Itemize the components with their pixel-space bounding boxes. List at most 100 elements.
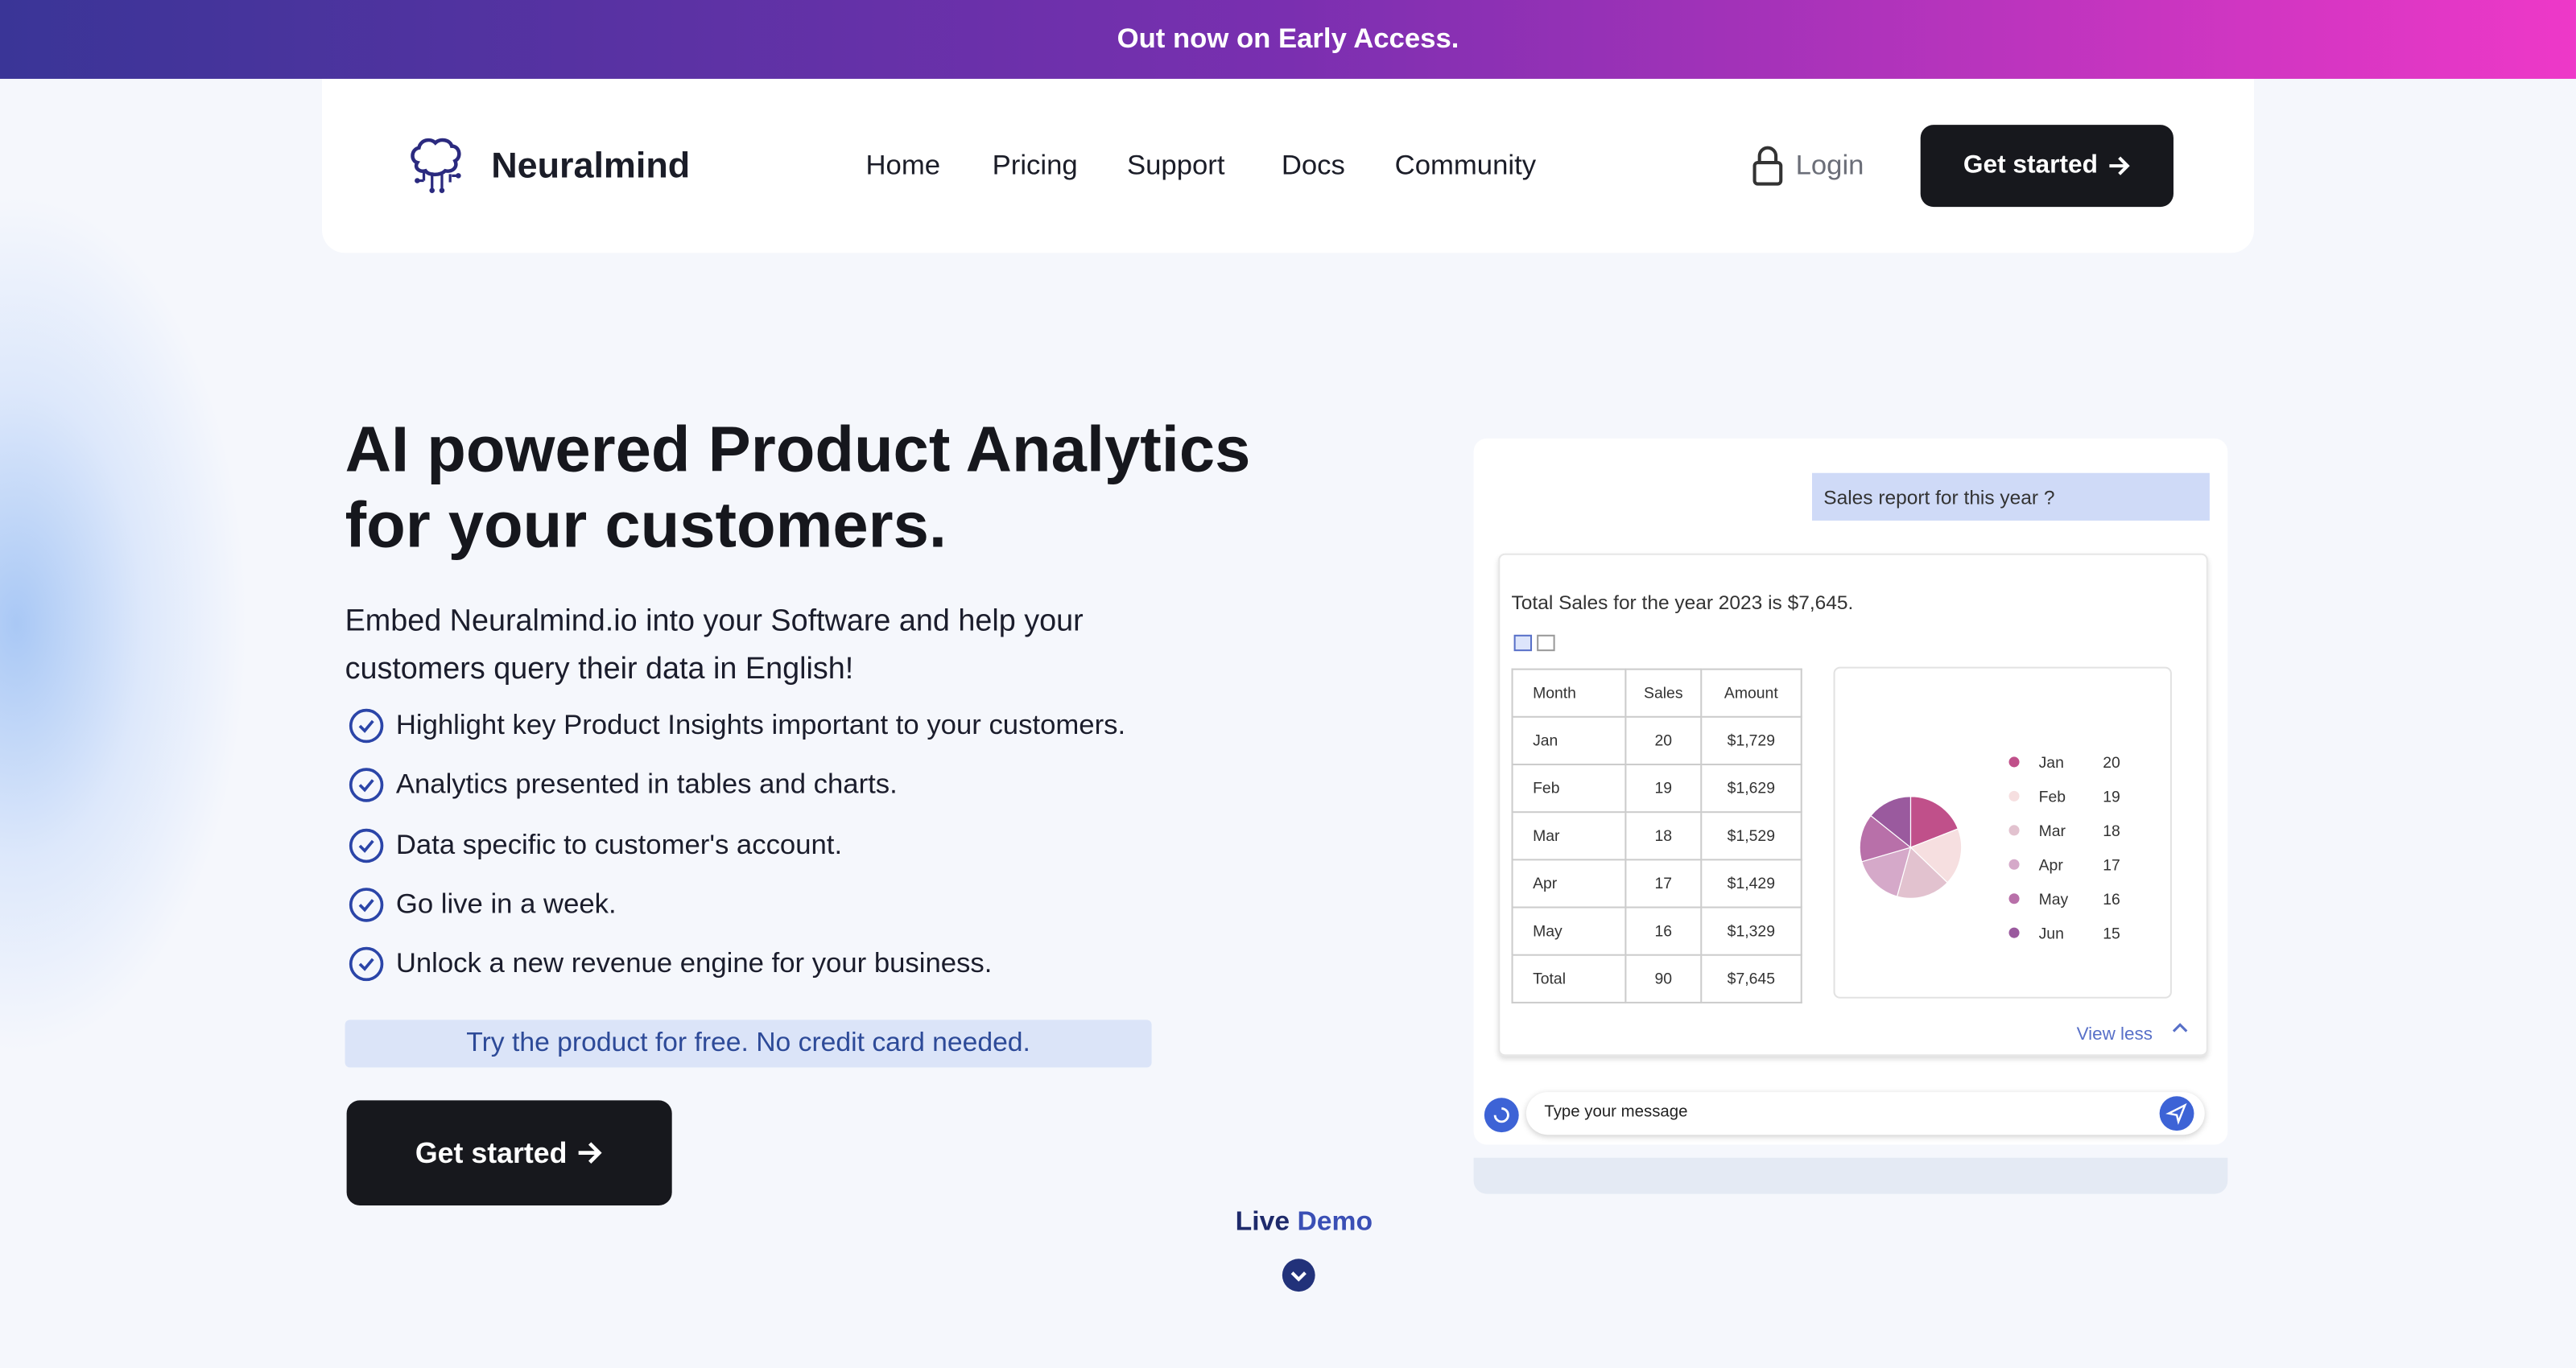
chart-panel: Jan 20 Feb 19 Mar 18 Apr 17 May 16 Jun 15 xyxy=(1833,666,2172,999)
nav-link[interactable]: Community xyxy=(1394,149,1537,181)
table-cell: Apr xyxy=(1511,859,1627,909)
table-cell: Total xyxy=(1511,954,1627,1003)
pie-slice xyxy=(1909,828,1963,884)
logo xyxy=(411,138,461,193)
header-cell: Month xyxy=(1511,668,1627,718)
check-circle xyxy=(349,888,384,922)
button-label: Get started xyxy=(415,1135,568,1169)
hero-cta-button[interactable]: Get started xyxy=(346,1100,672,1205)
table-cell: 17 xyxy=(1624,859,1702,909)
brand-name[interactable]: Neuralmind xyxy=(491,144,691,186)
table-row: May 16 $1,329 xyxy=(1511,906,1802,956)
pie-slice xyxy=(1859,814,1912,863)
feature-text: Unlock a new revenue engine for your bus… xyxy=(395,947,993,979)
view-less-link[interactable]: View less xyxy=(2076,1024,2153,1045)
pie-slice xyxy=(1870,796,1912,849)
pie-slice xyxy=(1896,846,1949,899)
check-circle xyxy=(349,827,384,863)
legend-label: Jun xyxy=(2039,925,2064,942)
sales-table: Month Sales Amount Jan 20 $1,729 Feb 19 $1,629 Ma… xyxy=(1511,668,1802,1003)
legend-value: 15 xyxy=(2103,925,2120,942)
table-cell: $1,629 xyxy=(1699,763,1802,814)
announcement-banner[interactable]: Out now on Early Access. xyxy=(0,0,2576,79)
header-cell: Sales xyxy=(1624,668,1702,718)
check-icon xyxy=(349,768,384,803)
answer-card: Total Sales for the year 2023 is $7,645.… xyxy=(1498,553,2208,1057)
check-mark xyxy=(358,779,374,793)
check-circle xyxy=(349,768,384,803)
title-line: for your customers. xyxy=(345,491,947,562)
legend-swatch xyxy=(2008,790,2020,801)
title-line: AI powered Product Analytics xyxy=(345,415,1251,487)
check-mark xyxy=(358,898,374,913)
chevron-up-icon xyxy=(2172,1023,2188,1032)
table-header: Month Sales Amount xyxy=(1511,668,1802,718)
feature-item: Go live in a week. xyxy=(349,887,617,923)
legend-swatch xyxy=(2008,756,2020,768)
check-circle xyxy=(349,708,384,744)
legend-swatch xyxy=(2008,893,2020,904)
navbar: Neuralmind Login Get started Home Pricing… xyxy=(321,78,2254,253)
nav-cta-button[interactable]: Get started xyxy=(1920,125,2174,208)
table-cell: $1,529 xyxy=(1699,811,1802,861)
table-cell: 90 xyxy=(1624,954,1702,1003)
legend-value: 16 xyxy=(2103,891,2120,909)
nav-link[interactable]: Docs xyxy=(1281,149,1345,181)
legend-label: Apr xyxy=(2039,856,2064,874)
feature-text: Go live in a week. xyxy=(395,888,617,920)
check-icon xyxy=(349,947,384,982)
table-row: Feb 19 $1,629 xyxy=(1511,763,1802,814)
table-cell: $1,729 xyxy=(1699,715,1802,766)
demo-shadow xyxy=(1473,1157,2228,1194)
legend-value: 18 xyxy=(2103,822,2120,840)
input-placeholder: Type your message xyxy=(1544,1103,1688,1122)
table-cell: May xyxy=(1511,906,1627,956)
arrow-icon xyxy=(2109,156,2130,175)
legend-swatch xyxy=(2008,859,2020,870)
view-toggle[interactable] xyxy=(1513,632,1566,656)
legend-label: Feb xyxy=(2039,789,2066,806)
send-button[interactable] xyxy=(2159,1095,2195,1131)
pie-chart: Jan 20 Feb 19 Mar 18 Apr 17 May 16 Jun 15 xyxy=(1859,754,2120,942)
free-trial-note: Try the product for free. No credit card… xyxy=(345,1020,1152,1068)
feature-item: Highlight key Product Insights important… xyxy=(349,708,1125,744)
table-cell: $7,645 xyxy=(1699,954,1802,1003)
live-demo-link[interactable]: Live Demo xyxy=(1236,1207,1373,1238)
check-circle xyxy=(349,947,384,982)
table-cell: $1,329 xyxy=(1699,906,1802,956)
header-cell: Amount xyxy=(1699,668,1802,718)
legend-swatch xyxy=(2008,927,2020,938)
feature-text: Highlight key Product Insights important… xyxy=(395,709,1126,741)
demo-text: Demo xyxy=(1297,1206,1373,1237)
scroll-down-icon[interactable] xyxy=(1282,1258,1316,1292)
legend-value: 19 xyxy=(2103,789,2120,806)
refresh-button[interactable] xyxy=(1484,1097,1520,1133)
check-icon xyxy=(349,708,384,744)
table-row: Apr 17 $1,429 xyxy=(1511,859,1802,909)
arrow-icon xyxy=(579,1142,602,1164)
live-text: Live xyxy=(1235,1206,1290,1237)
table-cell: 16 xyxy=(1624,906,1702,956)
banner-text: Out now on Early Access. xyxy=(1117,23,1459,55)
table-cell: $1,429 xyxy=(1699,859,1802,909)
table-cell: Feb xyxy=(1511,763,1627,814)
answer-text: Total Sales for the year 2023 is $7,645. xyxy=(1511,591,1854,615)
check-mark xyxy=(358,719,374,733)
lock-icon xyxy=(1752,146,1783,186)
table-row: Mar 18 $1,529 xyxy=(1511,811,1802,861)
nav-link[interactable]: Support xyxy=(1126,149,1225,181)
nav-link[interactable]: Pricing xyxy=(992,149,1078,181)
nav-link[interactable]: Home xyxy=(865,149,941,181)
feature-text: Analytics presented in tables and charts… xyxy=(395,768,898,801)
pie-slice xyxy=(1909,796,1959,848)
feature-text: Data specific to customer's account. xyxy=(395,828,843,860)
legend-label: May xyxy=(2039,891,2069,909)
message-input[interactable]: Type your message xyxy=(1525,1092,2205,1135)
button-label: Get started xyxy=(1963,150,2098,179)
legend-swatch xyxy=(2008,825,2020,836)
feature-item: Analytics presented in tables and charts… xyxy=(349,768,898,804)
legend-label: Jan xyxy=(2039,754,2064,772)
login-link[interactable]: Login xyxy=(1795,149,1864,181)
legend-value: 17 xyxy=(2103,856,2120,874)
hero-description: Embed Neuralmind.io into your Software a… xyxy=(345,602,1084,686)
